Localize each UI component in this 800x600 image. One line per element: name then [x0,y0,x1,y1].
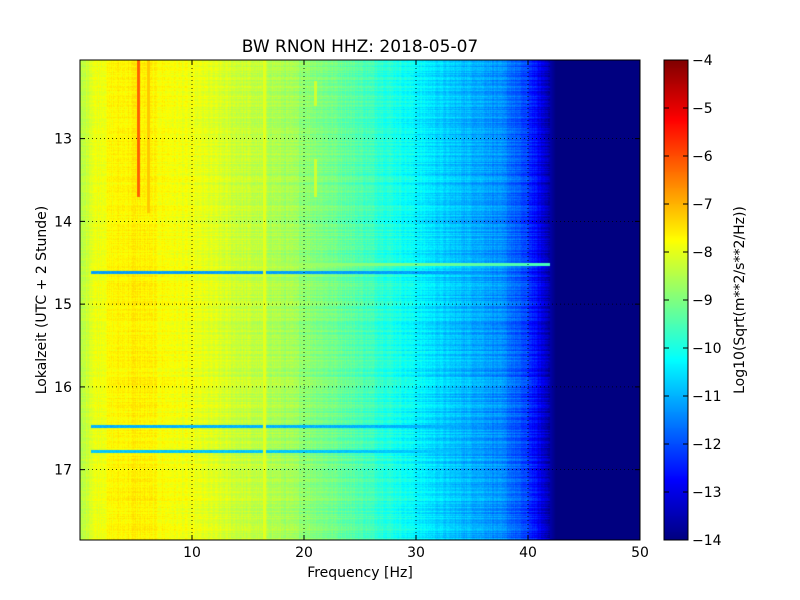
plot-frame [79,59,641,541]
grid-lines [80,60,640,540]
spectrogram-image [80,60,640,540]
x-axis-ticks: 10 20 30 40 50 [183,60,649,561]
colorbar-tick-label: −9 [692,293,713,309]
colorbar-tick-label: −13 [692,485,722,501]
colorbar-tick-label: −8 [692,245,713,261]
colorbar-ticks: −4 −5 −6 −7 −8 −9 −10 −11 −12 −13 −14 [664,53,722,549]
x-tick-label: 20 [295,545,313,561]
spectrogram-image-container [80,60,640,540]
colorbar: −4 −5 −6 −7 −8 −9 −10 −11 −12 −13 −14 [663,53,722,549]
y-tick-label: 17 [54,463,72,479]
y-tick-label: 14 [54,214,72,230]
colorbar-tick-label: −14 [692,533,722,549]
colorbar-tick-label: −7 [692,197,713,213]
colorbar-tick-label: −5 [692,101,713,117]
x-tick-label: 40 [519,545,537,561]
y-tick-label: 15 [54,297,72,313]
colorbar-tick-label: −12 [692,437,722,453]
y-tick-label: 16 [54,380,72,396]
spectrogram-plot-area: 10 20 30 40 50 13 14 15 16 17 [54,59,649,561]
x-tick-label: 10 [183,545,201,561]
y-axis-ticks: 13 14 15 16 17 [54,132,640,479]
chart-title: BW RNON HHZ: 2018-05-07 [242,37,478,57]
colorbar-tick-label: −11 [692,389,722,405]
colorbar-label: Log10(Sqrt(m**2/s**2/Hz)) [732,206,748,394]
colorbar-tick-label: −4 [692,53,713,69]
colorbar-tick-label: −6 [692,149,713,165]
colorbar-tick-label: −10 [692,341,722,357]
x-tick-label: 30 [407,545,425,561]
x-tick-label: 50 [631,545,649,561]
y-tick-label: 13 [54,132,72,148]
x-axis-label: Frequency [Hz] [307,565,413,581]
y-axis-label: Lokalzeit (UTC + 2 Stunde) [34,206,50,395]
